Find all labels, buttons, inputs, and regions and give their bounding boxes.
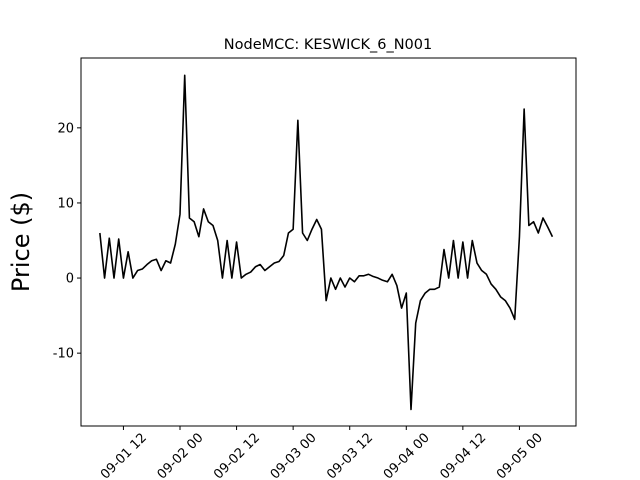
x-tick-label: 09-03 00 bbox=[268, 431, 320, 480]
y-tick-label: 10 bbox=[57, 196, 74, 211]
x-tick-label: 09-02 12 bbox=[211, 431, 263, 480]
chart-title: NodeMCC: KESWICK_6_N001 bbox=[224, 37, 432, 53]
x-tick-label: 09-04 12 bbox=[437, 431, 489, 480]
y-tick-label: -10 bbox=[53, 347, 74, 362]
x-tick-label: 09-02 00 bbox=[155, 431, 207, 480]
y-axis-label: Price ($) bbox=[7, 192, 35, 292]
plot-frame bbox=[80, 57, 577, 427]
x-tick-label: 09-05 00 bbox=[494, 431, 546, 480]
y-tick-label: 20 bbox=[57, 121, 74, 136]
y-tick-label: 0 bbox=[66, 272, 74, 287]
x-tick-label: 09-01 12 bbox=[98, 431, 150, 480]
price-line bbox=[99, 74, 554, 411]
x-tick-label: 09-03 12 bbox=[324, 431, 376, 480]
x-tick-label: 09-04 00 bbox=[381, 431, 433, 480]
